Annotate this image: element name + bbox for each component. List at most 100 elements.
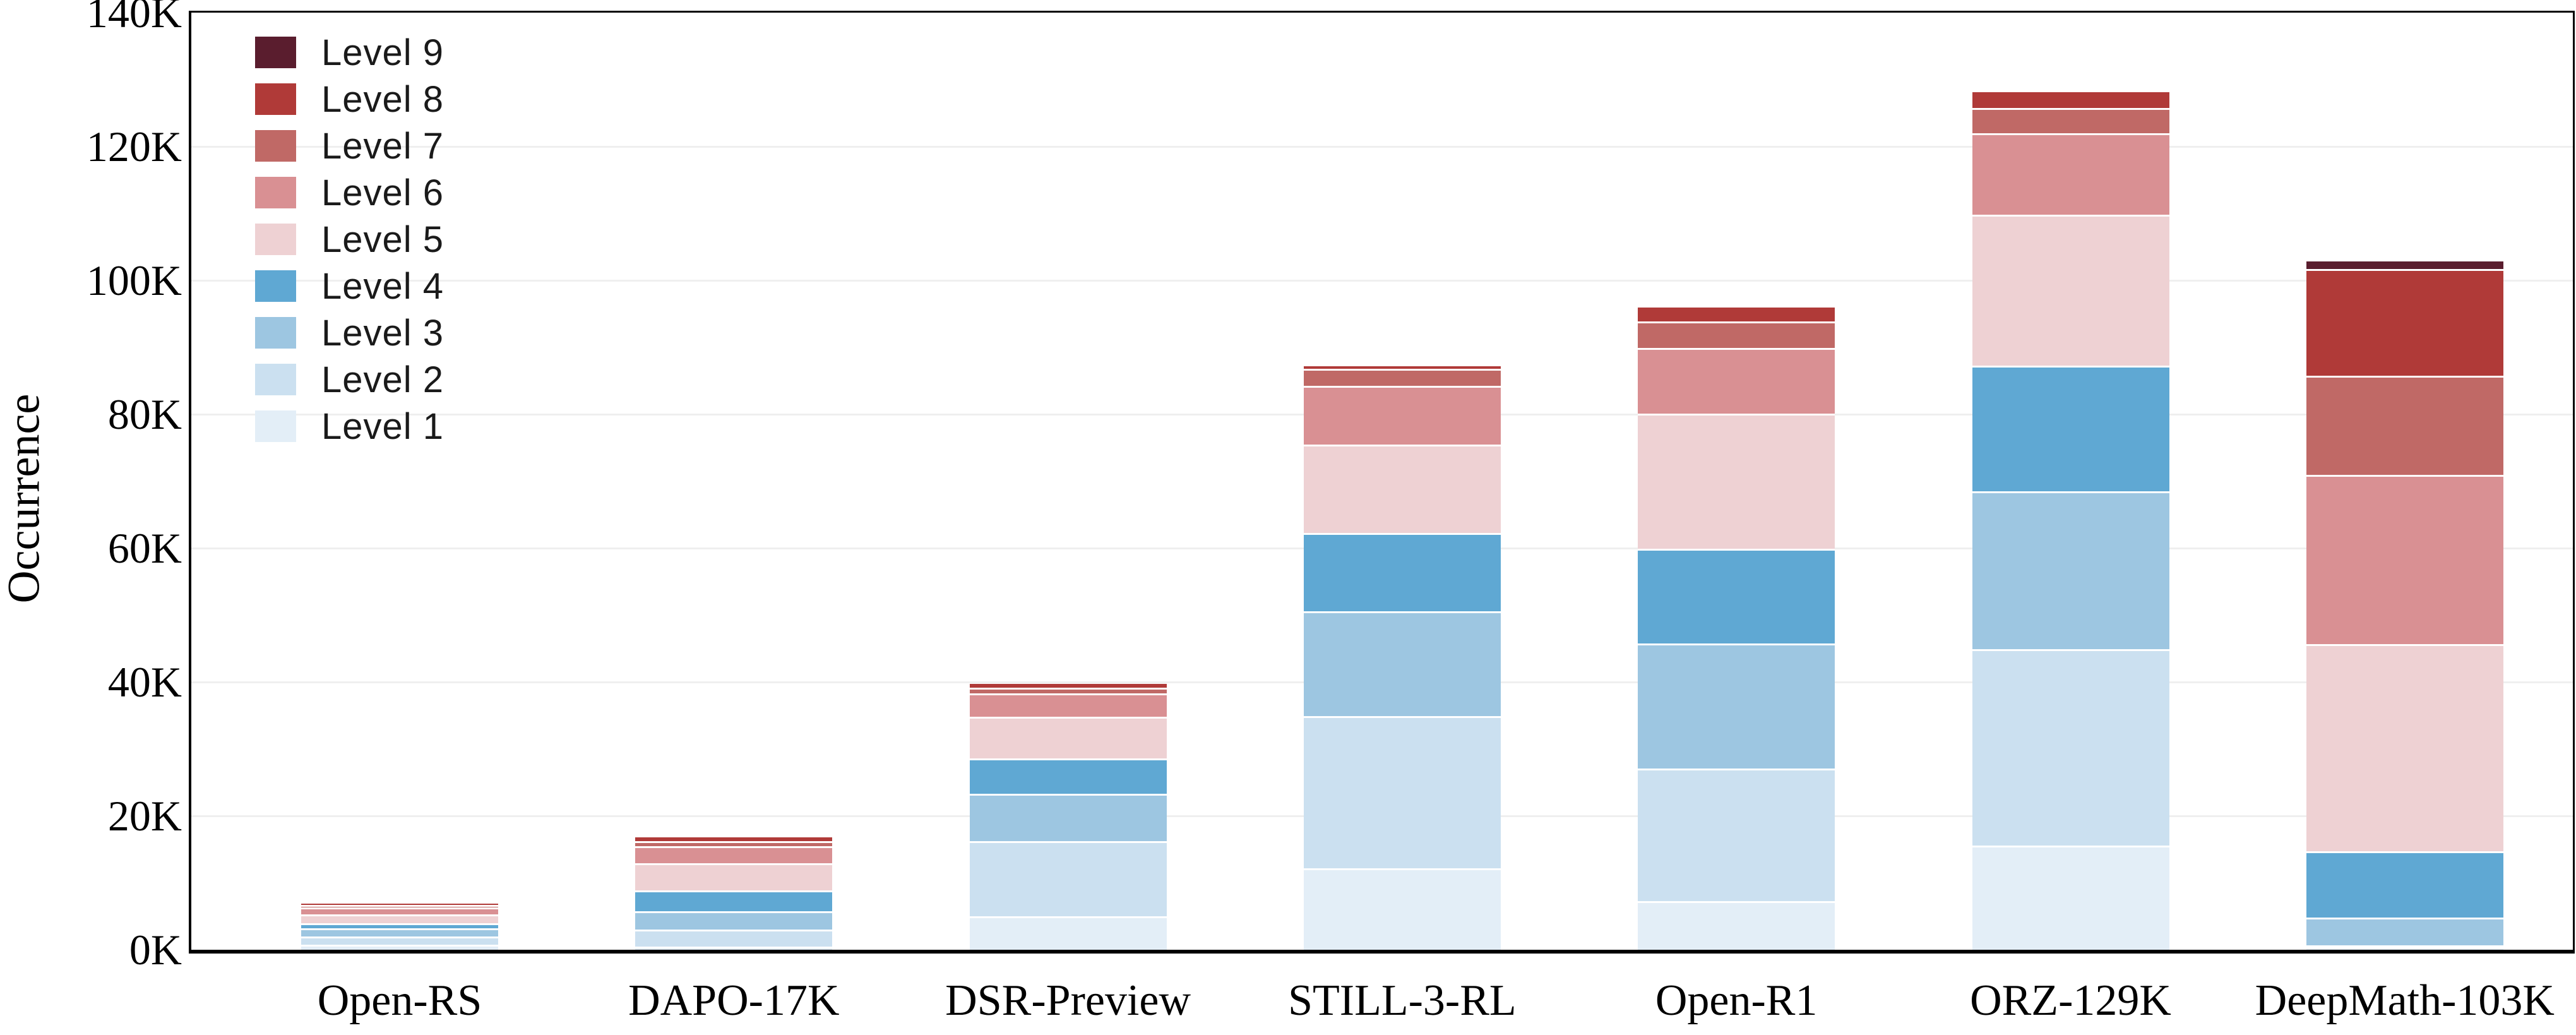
bar-segment-DAPO-17K-level-4: [635, 892, 833, 913]
legend-swatch-level-8: [255, 83, 296, 115]
x-label-DeepMath-103K: DeepMath-103K: [2255, 976, 2555, 1025]
legend-item-level-3: Level 3: [255, 313, 444, 354]
bar-segment-DAPO-17K-level-1: [635, 948, 833, 950]
bar-segment-Open-R1-level-7: [1638, 323, 1835, 350]
legend-swatch-level-7: [255, 130, 296, 162]
x-label-Open-R1: Open-R1: [1655, 976, 1818, 1025]
legend-swatch-level-9: [255, 37, 296, 68]
y-tick-label-140K: 140K: [86, 0, 182, 37]
legend-label: Level 3: [321, 312, 444, 354]
y-tick-label-60K: 60K: [107, 524, 182, 572]
legend-item-level-1: Level 1: [255, 406, 444, 447]
bar-segment-Open-RS-level-1: [301, 946, 498, 950]
legend-label: Level 1: [321, 405, 444, 447]
legend-label: Level 2: [321, 359, 444, 400]
gridline-100k: [191, 280, 2573, 282]
bar-segment-Open-R1-level-9: [1638, 307, 1835, 308]
bar-segment-ORZ-129K-level-7: [1972, 109, 2169, 135]
bar-segment-DSR-Preview-level-6: [969, 695, 1167, 719]
bar-segment-STILL-3-RL-level-6: [1303, 387, 1501, 446]
bar-segment-ORZ-129K-level-6: [1972, 135, 2169, 217]
y-tick-label-120K: 120K: [86, 123, 182, 171]
bar-segment-DSR-Preview-level-9: [969, 683, 1167, 684]
bar-segment-DAPO-17K-level-2: [635, 931, 833, 948]
bar-segment-ORZ-129K-level-9: [1972, 91, 2169, 93]
legend-swatch-level-3: [255, 317, 296, 349]
x-label-DSR-Preview: DSR-Preview: [945, 976, 1191, 1025]
bar-segment-ORZ-129K-level-5: [1972, 217, 2169, 368]
legend-label: Level 8: [321, 78, 444, 120]
bar-segment-STILL-3-RL-level-7: [1303, 371, 1501, 388]
x-label-STILL-3-RL: STILL-3-RL: [1288, 976, 1517, 1025]
bar-segment-Open-R1-level-3: [1638, 645, 1835, 770]
bar-segment-ORZ-129K-level-2: [1972, 651, 2169, 847]
x-label-Open-RS: Open-RS: [317, 976, 482, 1025]
bar-segment-STILL-3-RL-level-4: [1303, 534, 1501, 613]
legend-label: Level 5: [321, 218, 444, 260]
legend-swatch-level-6: [255, 177, 296, 208]
legend-item-level-7: Level 7: [255, 126, 444, 167]
bar-segment-Open-RS-level-3: [301, 930, 498, 938]
legend-swatch-level-5: [255, 224, 296, 255]
bar-segment-Open-RS-level-6: [301, 909, 498, 916]
bar-segment-DAPO-17K-level-3: [635, 912, 833, 932]
bar-segment-DSR-Preview-level-4: [969, 760, 1167, 796]
plot-area: Level 9 Level 8 Level 7 Level 6 Level 5 Level…: [189, 11, 2575, 954]
bar-segment-Open-RS-level-7: [301, 907, 498, 909]
bar-segment-DSR-Preview-level-7: [969, 690, 1167, 696]
legend-label: Level 6: [321, 172, 444, 213]
bar-segment-STILL-3-RL-level-3: [1303, 613, 1501, 719]
bar-segment-DeepMath-103K-level-8: [2306, 271, 2503, 378]
bar-segment-ORZ-129K-level-8: [1972, 92, 2169, 110]
legend-item-level-5: Level 5: [255, 219, 444, 260]
bar-segment-Open-R1-level-2: [1638, 770, 1835, 903]
legend-label: Level 9: [321, 32, 444, 73]
bar-segment-DeepMath-103K-level-4: [2306, 853, 2503, 920]
bar-segment-STILL-3-RL-level-5: [1303, 446, 1501, 535]
bar-segment-DSR-Preview-level-2: [969, 843, 1167, 919]
y-tick-label-0K: 0K: [129, 926, 182, 974]
legend-swatch-level-4: [255, 270, 296, 302]
bar-segment-DSR-Preview-level-5: [969, 718, 1167, 761]
legend-swatch-level-2: [255, 364, 296, 395]
legend-item-level-4: Level 4: [255, 266, 444, 307]
x-label-DAPO-17K: DAPO-17K: [628, 976, 840, 1025]
legend-swatch-level-1: [255, 410, 296, 442]
bar-segment-DeepMath-103K-level-9: [2306, 261, 2503, 272]
bar-segment-STILL-3-RL-level-1: [1303, 870, 1501, 950]
legend-item-level-6: Level 6: [255, 172, 444, 213]
bar-segment-DAPO-17K-level-8: [635, 837, 833, 843]
bar-segment-ORZ-129K-level-4: [1972, 367, 2169, 494]
bar-segment-DeepMath-103K-level-7: [2306, 377, 2503, 477]
legend-item-level-2: Level 2: [255, 359, 444, 400]
bar-segment-DeepMath-103K-level-1: [2306, 948, 2503, 950]
bar-segment-STILL-3-RL-level-2: [1303, 718, 1501, 870]
y-tick-label-80K: 80K: [107, 390, 182, 438]
bar-segment-Open-R1-level-5: [1638, 416, 1835, 551]
gridline-120k: [191, 146, 2573, 148]
bar-segment-Open-RS-level-4: [301, 924, 498, 930]
legend-label: Level 4: [321, 265, 444, 307]
bar-segment-DAPO-17K-level-5: [635, 865, 833, 893]
x-label-ORZ-129K: ORZ-129K: [1970, 976, 2171, 1025]
bar-segment-Open-R1-level-4: [1638, 551, 1835, 645]
bar-segment-DSR-Preview-level-1: [969, 918, 1167, 950]
bar-segment-Open-RS-level-8: [301, 904, 498, 907]
bar-segment-DeepMath-103K-level-3: [2306, 919, 2503, 947]
bar-segment-DSR-Preview-level-8: [969, 683, 1167, 690]
bar-segment-Open-RS-level-2: [301, 938, 498, 947]
bar-segment-ORZ-129K-level-1: [1972, 847, 2169, 950]
bar-segment-Open-R1-level-1: [1638, 902, 1835, 950]
y-tick-label-20K: 20K: [107, 792, 182, 840]
bar-segment-DAPO-17K-level-6: [635, 847, 833, 866]
bar-segment-ORZ-129K-level-3: [1972, 493, 2169, 652]
bar-segment-DeepMath-103K-level-5: [2306, 645, 2503, 854]
bar-segment-DeepMath-103K-level-6: [2306, 476, 2503, 646]
legend-item-level-8: Level 8: [255, 79, 444, 120]
legend-item-level-9: Level 9: [255, 32, 444, 73]
bar-segment-Open-R1-level-6: [1638, 350, 1835, 416]
y-tick-label-100K: 100K: [86, 256, 182, 304]
bar-segment-STILL-3-RL-level-8: [1303, 366, 1501, 371]
bar-segment-DeepMath-103K-level-2: [2306, 947, 2503, 949]
